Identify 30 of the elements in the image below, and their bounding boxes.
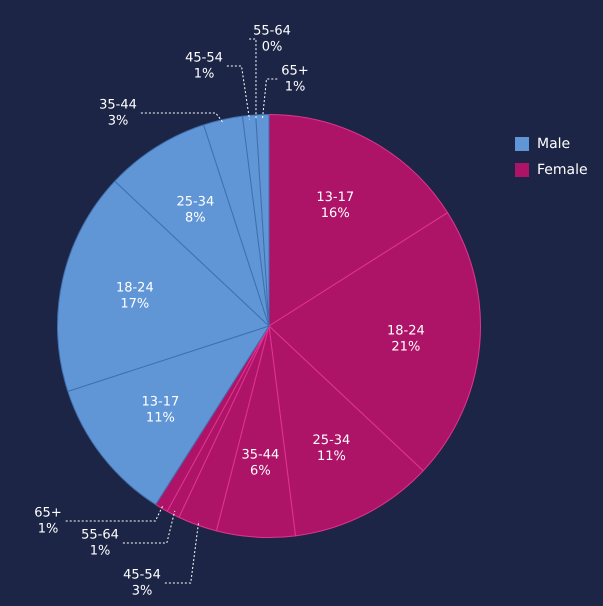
text: Female [537, 162, 588, 178]
slice-label: 55-64 [81, 527, 119, 542]
category-label: 55-64 [253, 23, 291, 38]
slice-label: 35-44 [99, 97, 137, 112]
slice-label: 25-34 [176, 194, 214, 210]
slice-label: 13-17 [141, 394, 180, 410]
slice-label: 18-24 [116, 280, 154, 296]
data-label: 16% [320, 206, 350, 221]
data-label: 3% [132, 583, 152, 598]
slice-label: 25-34 [312, 432, 350, 448]
slice-label: 13-17 [316, 190, 354, 205]
data-label: 11% [316, 448, 346, 464]
slice-label: 65+ [34, 505, 62, 520]
slice-label: 18-24 [386, 323, 425, 338]
text: Male [537, 136, 570, 152]
slice-label: 35-44 [241, 448, 280, 463]
slice-label: 45-54 [123, 567, 161, 582]
data-label: 1% [194, 66, 214, 82]
data-label: 3% [108, 113, 128, 128]
text: 0% [262, 39, 282, 54]
slice-label: 45-54 [185, 50, 223, 66]
data-label: 1% [38, 521, 58, 536]
data-label: 8% [185, 210, 206, 226]
data-label: 11% [146, 410, 175, 426]
slice-label: 65+ [281, 63, 309, 78]
data-label: 1% [90, 543, 110, 558]
data-label: 17% [120, 296, 150, 312]
data-label: 21% [391, 339, 420, 354]
data-label: 6% [250, 464, 271, 479]
data-label: 1% [284, 79, 306, 94]
